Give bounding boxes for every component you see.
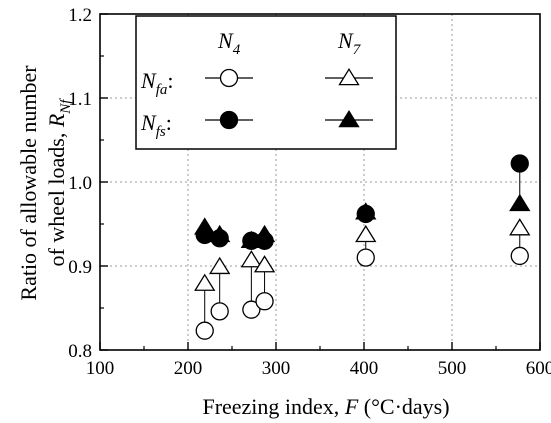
hollow-triangle-point <box>209 256 231 275</box>
y-axis-title-var: R <box>44 113 69 128</box>
legend-samples <box>205 67 373 130</box>
legend-header-n7: N7 <box>337 28 362 58</box>
legend-row-nfa-main: N <box>140 68 157 93</box>
y-tick-label: 1.2 <box>68 5 92 26</box>
y-axis-title: Ratio of allowable number of wheel loads… <box>16 65 74 301</box>
hollow-triangle-point <box>253 255 276 273</box>
y-axis-title-line1: Ratio of allowable number <box>16 65 41 301</box>
x-tick-label: 100 <box>86 358 115 379</box>
legend: N4 N7 Nfa: Nfs: <box>135 15 397 150</box>
legend-row-nfs-colon: : <box>166 110 172 135</box>
y-axis-title-sub: Nf <box>58 98 74 115</box>
legend-row-nfa-colon: : <box>167 68 173 93</box>
y-axis-title-line2-main: of wheel loads, <box>44 127 69 266</box>
axis-ticks: 100 200 300 400 500 600 0.8 0.9 1.0 1.1 1.2 <box>68 5 551 379</box>
legend-row-nfs-label: Nfs: <box>140 110 172 140</box>
legend-header-n4-main: N <box>217 28 234 53</box>
legend-filled-circle-marker <box>219 110 239 130</box>
hollow-triangle-point <box>355 224 377 243</box>
x-axis-title-var: F <box>344 394 359 419</box>
hollow-circle-point <box>195 321 214 340</box>
y-tick-label: 0.9 <box>68 257 92 278</box>
hollow-circle-point <box>356 248 375 267</box>
hollow-triangle-point <box>240 250 263 268</box>
hollow-circle-point <box>255 292 274 311</box>
x-axis-title: Freezing index, F (°C·days) <box>202 394 449 419</box>
filled-circle-point <box>510 154 529 173</box>
x-tick-label: 500 <box>438 358 467 379</box>
y-axis-title-line2: of wheel loads, RNf <box>44 98 74 267</box>
hollow-circle-point <box>510 246 529 266</box>
legend-header-n4: N4 <box>217 28 241 58</box>
legend-filled-triangle-marker <box>338 109 360 128</box>
x-tick-label: 600 <box>526 358 551 379</box>
legend-header-n7-main: N <box>337 28 354 53</box>
hollow-triangle-point <box>509 218 531 236</box>
y-tick-label: 1.1 <box>68 89 92 110</box>
x-tick-label: 300 <box>262 358 291 379</box>
filled-triangle-point <box>253 224 276 243</box>
legend-row-nfa-sub: fa <box>156 82 168 98</box>
x-tick-label: 200 <box>174 358 203 379</box>
legend-row-nfs-main: N <box>140 110 157 135</box>
hollow-circle-point <box>210 302 229 321</box>
legend-header-n7-sub: 7 <box>353 42 362 58</box>
x-tick-label: 400 <box>350 358 379 379</box>
filled-triangle-point <box>355 202 377 220</box>
x-axis-title-unit: (°C·days) <box>358 394 449 419</box>
legend-hollow-triangle-marker <box>338 67 360 86</box>
filled-triangle-point <box>509 193 531 212</box>
legend-header-n4-sub: 4 <box>233 42 241 58</box>
hollow-circle-point <box>242 300 261 319</box>
data-markers <box>194 154 531 340</box>
legend-row-nfa-label: Nfa: <box>140 68 173 98</box>
filled-triangle-point <box>194 217 216 235</box>
legend-hollow-circle-marker <box>219 68 239 88</box>
y-tick-label: 1.0 <box>68 173 92 194</box>
y-tick-label: 0.8 <box>68 341 92 362</box>
hollow-triangle-point <box>194 273 216 291</box>
filled-triangle-point <box>209 224 231 243</box>
x-axis-title-main: Freezing index, <box>202 394 344 419</box>
legend-row-nfs-sub: fs <box>156 124 166 140</box>
